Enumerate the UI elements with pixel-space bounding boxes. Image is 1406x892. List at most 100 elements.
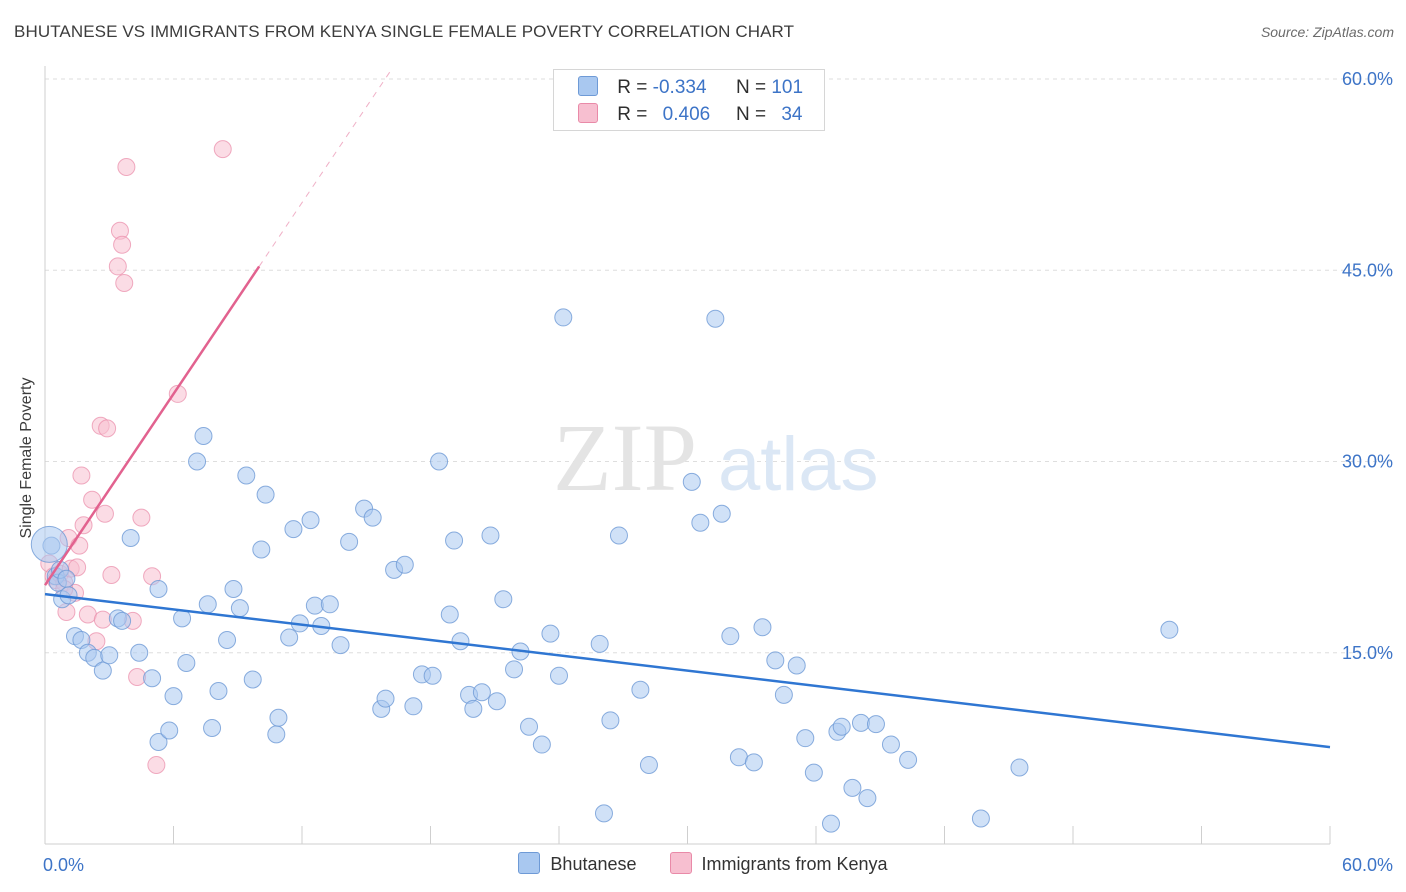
data-point (804, 763, 823, 782)
data-point (594, 804, 613, 823)
data-point (1160, 620, 1179, 639)
data-point (631, 680, 650, 699)
data-point (128, 667, 147, 686)
data-point (149, 580, 168, 598)
data-point (95, 504, 114, 523)
data-point (721, 627, 740, 646)
data-point (188, 452, 207, 471)
y-tick-label: 45.0% (1342, 260, 1393, 280)
legend-row-kenya: R = 0.406 N = 34 (578, 103, 802, 126)
data-point (423, 666, 442, 685)
legend-row-bhutanese: R = -0.334 N = 101 (578, 76, 803, 99)
data-point (766, 651, 785, 670)
data-point (93, 610, 112, 629)
data-point (821, 814, 840, 833)
data-point (774, 685, 793, 704)
y-axis-label: Single Female Poverty (18, 377, 35, 539)
data-point (505, 660, 524, 679)
data-point (832, 717, 851, 736)
legend-r-label: R = (617, 77, 653, 98)
x-tick-label: 60.0% (1342, 855, 1393, 875)
data-point (68, 558, 87, 577)
data-point (682, 472, 701, 491)
data-point (72, 466, 91, 485)
x-tick-label: 0.0% (43, 855, 84, 875)
series-legend-label: Immigrants from Kenya (701, 854, 888, 874)
data-point (198, 595, 217, 614)
legend-swatch-blue (578, 76, 598, 96)
data-point (218, 631, 237, 649)
data-point (284, 520, 303, 539)
data-point (729, 748, 748, 767)
data-point (787, 656, 806, 675)
data-point (445, 531, 464, 550)
trend-extension-kenya (258, 71, 391, 267)
data-point (320, 595, 339, 614)
data-point (363, 508, 382, 527)
data-point (340, 532, 359, 551)
data-point (301, 511, 320, 530)
series-bhutanese (30, 308, 1179, 833)
data-point (305, 596, 324, 615)
legend-r-label: R = (617, 104, 653, 125)
data-point (98, 419, 117, 438)
data-point (541, 624, 560, 643)
data-point (117, 157, 136, 176)
data-point (494, 590, 513, 609)
legend-n-label: N = (735, 104, 772, 125)
data-point (224, 580, 243, 598)
data-point (177, 653, 196, 672)
series-legend-kenya: Immigrants from Kenya (669, 852, 888, 875)
data-point (376, 689, 395, 708)
y-tick-label: 15.0% (1342, 643, 1393, 663)
data-point (520, 717, 539, 736)
series-legend: Bhutanese Immigrants from Kenya (0, 852, 1406, 875)
data-point (404, 697, 423, 716)
data-point (113, 611, 132, 630)
data-point (691, 513, 710, 532)
data-point (464, 699, 483, 718)
data-point (113, 235, 132, 254)
data-point-large (30, 525, 68, 563)
data-point (472, 683, 491, 702)
data-point (280, 628, 299, 647)
data-point (115, 274, 134, 292)
data-point (971, 809, 990, 828)
legend-swatch-pink (669, 852, 692, 874)
data-point (639, 755, 658, 774)
data-point (866, 715, 885, 734)
tick-labels: 15.0% 30.0% 45.0% 60.0% 0.0% 60.0% (43, 69, 1393, 875)
data-point (590, 634, 609, 653)
data-point (269, 708, 288, 727)
data-point (796, 729, 815, 748)
legend-r-value: 0.406 (662, 104, 711, 125)
data-point (209, 682, 228, 700)
data-point (601, 711, 620, 730)
data-point (237, 466, 256, 485)
chart-title: BHUTANESE VS IMMIGRANTS FROM KENYA SINGL… (14, 22, 795, 41)
data-point (147, 755, 166, 774)
data-point (753, 618, 772, 637)
data-point (130, 643, 149, 662)
data-point (440, 605, 459, 624)
data-point (744, 753, 763, 772)
data-point (108, 257, 127, 276)
legend-swatch-blue (518, 852, 541, 874)
data-point (102, 565, 121, 584)
data-point (194, 427, 213, 445)
data-point (83, 490, 102, 509)
data-point (395, 555, 414, 574)
data-point (481, 526, 500, 545)
watermark-atlas: atlas (718, 422, 879, 507)
data-point (132, 508, 151, 527)
data-point (70, 536, 89, 555)
data-point (267, 725, 286, 744)
data-point (164, 687, 183, 706)
trend-line-bhutanese (44, 592, 1331, 749)
legend-n-value: 34 (781, 104, 803, 125)
data-point (93, 661, 112, 680)
data-point (550, 666, 568, 685)
legend-n-value: 101 (771, 77, 804, 98)
grid-lines (45, 78, 1392, 654)
legend-swatch-pink (578, 103, 598, 123)
